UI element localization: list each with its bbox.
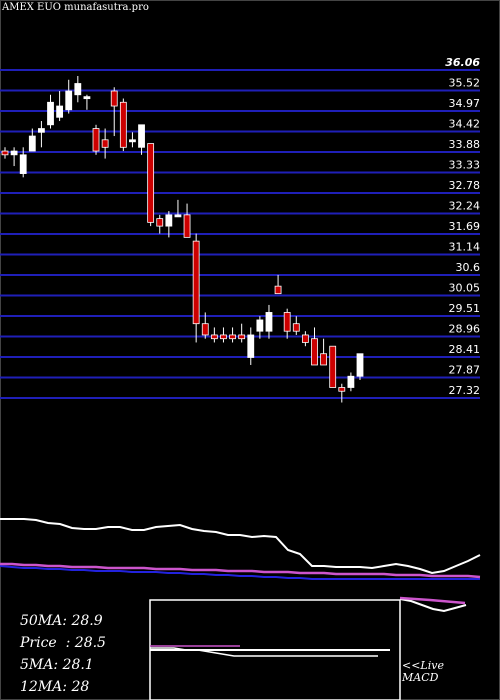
candle-body [210, 334, 218, 340]
y-tick-label: 32.24 [449, 200, 481, 213]
candle-body [38, 128, 45, 133]
y-tick-label: 30.6 [456, 261, 481, 274]
stat-50ma: 50MA: 28.9 [20, 613, 103, 629]
y-tick-label: 33.33 [449, 159, 481, 172]
candle-body [110, 90, 118, 107]
candle-body [220, 334, 227, 340]
candle-body [28, 135, 36, 152]
y-tick-label: 32.78 [449, 179, 481, 192]
candle-body [320, 353, 327, 366]
candle-body [165, 214, 173, 227]
candle-body [92, 128, 100, 152]
y-tick-label: 27.87 [449, 364, 481, 377]
candle-body [247, 334, 255, 358]
ma-white-line [0, 518, 481, 575]
candle-body [65, 90, 73, 111]
candle-body [47, 101, 54, 126]
candle-body [292, 323, 300, 332]
candle-body [156, 218, 164, 227]
y-tick-label: 34.42 [449, 118, 481, 131]
candle-body [74, 83, 82, 96]
y-tick-label: 31.14 [449, 241, 481, 254]
y-tick-label: 27.32 [449, 384, 481, 397]
chart-title: AMEX EUO munafasutra.pro [2, 2, 149, 13]
y-tick-label: 28.96 [449, 323, 481, 336]
stat-5ma: 5MA: 28.1 [20, 657, 94, 673]
candle-body [301, 334, 309, 343]
ma-pink-line [0, 562, 481, 579]
candle-body [101, 139, 109, 148]
candle-body [83, 96, 91, 100]
candle-body [119, 101, 127, 148]
y-tick-label: 34.97 [449, 97, 481, 110]
candle-body [201, 323, 209, 336]
candle-body [347, 375, 355, 388]
candle-body [311, 338, 318, 366]
candle-body [147, 143, 155, 223]
candle-body [174, 214, 182, 218]
y-tick-label: 36.06 [445, 56, 480, 69]
candle-body [229, 334, 236, 340]
y-tick-label: 28.41 [449, 343, 481, 356]
y-tick-label: 29.51 [449, 302, 481, 315]
stat-price: Price : 28.5 [20, 635, 106, 651]
y-tick-label: 30.05 [449, 282, 481, 295]
candle-body [356, 353, 364, 377]
candle-body [10, 150, 18, 156]
candle-body [56, 105, 64, 118]
ma-blue-line [0, 565, 480, 580]
ma-white-tail [399, 598, 467, 613]
candle-body [129, 139, 136, 143]
candle-body [329, 345, 337, 388]
candle-body [19, 154, 27, 174]
candle-body [1, 150, 9, 156]
macd-line [150, 647, 378, 657]
y-tick-label: 33.88 [449, 138, 481, 151]
candle-body [338, 387, 346, 392]
candle-body [274, 285, 282, 295]
candle-body [256, 319, 264, 332]
candle-body [138, 124, 145, 148]
stat-12ma: 12MA: 28 [20, 679, 90, 695]
ma-pink-tail [399, 596, 466, 605]
candle-body [192, 240, 200, 325]
macd-label: <<Live MACD [402, 659, 444, 684]
candle-body [265, 312, 273, 332]
candle-body [238, 334, 246, 340]
y-tick-label: 35.52 [449, 77, 481, 90]
candle-body [183, 214, 191, 238]
y-tick-label: 31.69 [449, 220, 481, 233]
candle-body [283, 312, 291, 332]
